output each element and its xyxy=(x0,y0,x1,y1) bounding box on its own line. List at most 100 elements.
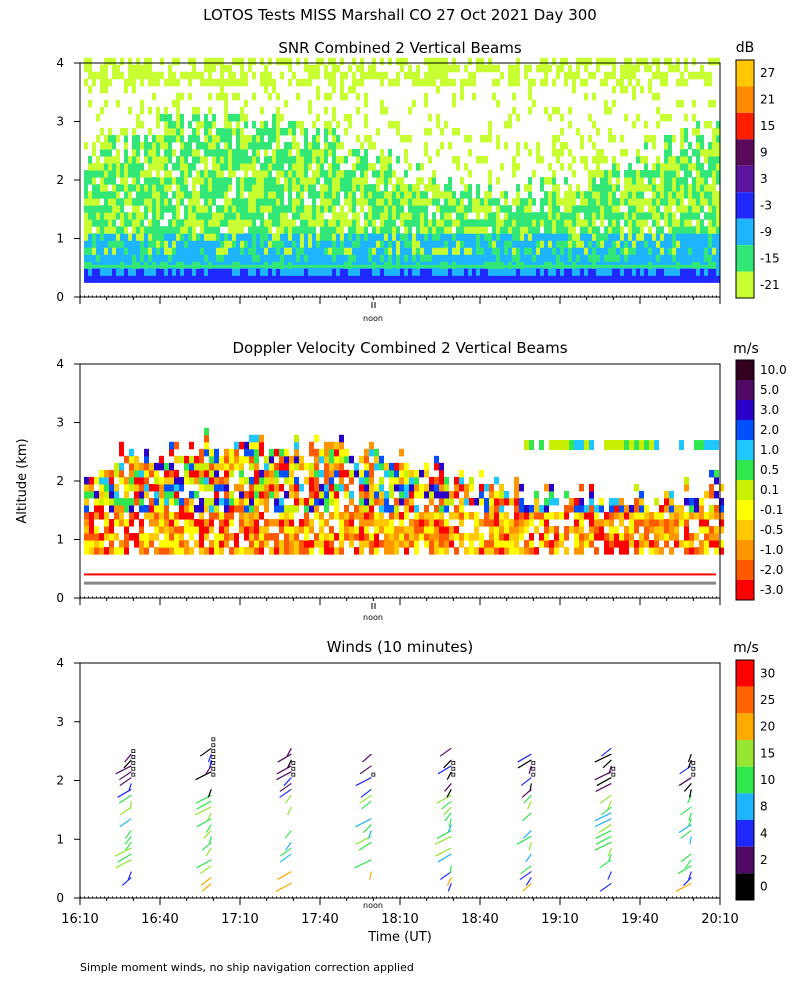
wind-barb xyxy=(124,841,132,851)
wind-barb xyxy=(607,847,612,857)
colorbar-label: 8 xyxy=(760,800,768,814)
colorbar-swatch xyxy=(736,686,754,714)
wind-barb xyxy=(115,859,132,869)
wind-barb xyxy=(196,818,212,828)
wind-barb xyxy=(529,783,532,792)
wind-barb xyxy=(596,777,612,787)
wind-barb xyxy=(201,882,212,892)
wind-point xyxy=(131,755,136,759)
wind-barb xyxy=(285,794,292,804)
colorbar-swatch xyxy=(736,560,754,580)
wind-barb xyxy=(359,794,372,804)
colorbar-label: -9 xyxy=(760,225,772,239)
colorbar-swatch xyxy=(736,165,754,193)
wind-point xyxy=(371,772,376,777)
wind-barb xyxy=(448,818,452,827)
wind-barb xyxy=(199,865,212,875)
colorbar-swatch xyxy=(736,740,754,767)
wind-barb xyxy=(114,847,132,857)
wind-point xyxy=(691,772,696,777)
colorbar-swatch xyxy=(736,86,754,113)
wind-barb xyxy=(119,777,132,787)
colorbar-swatch xyxy=(736,820,754,847)
colorbar-label: 21 xyxy=(760,93,775,107)
wind-barb xyxy=(443,806,452,816)
winds-frame xyxy=(79,662,721,899)
colorbar-swatch xyxy=(736,713,754,740)
colorbar-swatch xyxy=(736,245,754,272)
y-tick-label: 1 xyxy=(56,533,64,547)
colorbar-label: 30 xyxy=(760,666,775,680)
wind-barb xyxy=(276,771,292,781)
wind-barb xyxy=(434,835,452,845)
wind-barb xyxy=(520,777,532,787)
colorbar-label: 10.0 xyxy=(760,363,787,377)
wind-point xyxy=(611,766,616,771)
y-tick-label: 4 xyxy=(56,56,64,70)
doppler-title: Doppler Velocity Combined 2 Vertical Bea… xyxy=(232,339,567,357)
colorbar-label: 0.5 xyxy=(760,463,779,477)
y-tick-label: 2 xyxy=(56,173,64,187)
wind-barb xyxy=(520,865,532,875)
doppler-surface-band xyxy=(84,573,716,576)
winds-noon-label: noon xyxy=(363,901,383,910)
x-tick-label: 19:10 xyxy=(541,912,578,927)
colorbar-swatch xyxy=(736,192,754,219)
wind-barb xyxy=(127,871,132,880)
colorbar-label: 0 xyxy=(760,880,768,894)
colorbar-label: -2.0 xyxy=(760,563,783,577)
colorbar-swatch xyxy=(736,460,754,480)
wind-barb xyxy=(594,753,612,763)
wind-barb xyxy=(207,753,212,763)
colorbar-label: 3 xyxy=(760,172,768,186)
wind-barb xyxy=(205,847,212,857)
wind-barb xyxy=(124,753,132,763)
x-tick-label: 17:40 xyxy=(301,912,338,927)
wind-barb xyxy=(443,759,452,769)
x-tick-label: 19:40 xyxy=(621,912,658,927)
wind-point xyxy=(211,743,216,748)
wind-barb xyxy=(121,876,132,886)
colorbar-frame xyxy=(735,659,755,901)
wind-barb xyxy=(209,759,212,769)
snr-noon-label: noon xyxy=(363,314,383,323)
wind-point xyxy=(451,760,456,765)
wind-barb xyxy=(687,818,692,827)
wind-barb xyxy=(437,853,452,863)
colorbar-label: 20 xyxy=(760,720,775,734)
colorbar-swatch xyxy=(736,380,754,400)
colorbar-label: 5.0 xyxy=(760,383,779,397)
wind-point xyxy=(211,772,216,777)
wind-point xyxy=(531,766,536,771)
wind-barb xyxy=(447,824,452,833)
y-tick-label: 2 xyxy=(56,774,64,788)
colorbar-label: 3.0 xyxy=(760,403,779,417)
y-tick-label: 0 xyxy=(56,891,64,905)
wind-barb xyxy=(687,759,692,769)
wind-point xyxy=(211,749,216,754)
colorbar-swatch xyxy=(736,420,754,440)
doppler-field xyxy=(84,427,724,585)
colorbar-swatch xyxy=(736,540,754,560)
wind-barb xyxy=(607,871,612,880)
doppler-noon-label: noon xyxy=(363,613,383,622)
wind-barb xyxy=(594,818,612,828)
wind-barb xyxy=(517,759,532,769)
wind-barb xyxy=(522,882,532,892)
wind-barb xyxy=(517,753,532,763)
wind-barb xyxy=(361,800,372,810)
wind-barb xyxy=(599,794,612,804)
altitude-axis-label: Altitude (km) xyxy=(15,438,30,523)
wind-point xyxy=(131,760,136,765)
wind-barb xyxy=(118,794,132,804)
colorbar-label: 2.0 xyxy=(760,423,779,437)
wind-barb xyxy=(680,806,692,816)
wind-barb xyxy=(363,824,372,833)
wind-barb xyxy=(200,876,212,886)
wind-barb xyxy=(359,765,372,775)
wind-barb xyxy=(119,818,132,828)
wind-barb xyxy=(119,806,132,816)
doppler-colorbar: 10.0 5.0 3.0 2.0 1.0 0.5 0.1 -0.1 -0.5 -1.0 -2.0 -3… xyxy=(735,359,787,601)
wind-barb xyxy=(516,835,532,845)
x-tick-label: 20:10 xyxy=(701,912,738,927)
